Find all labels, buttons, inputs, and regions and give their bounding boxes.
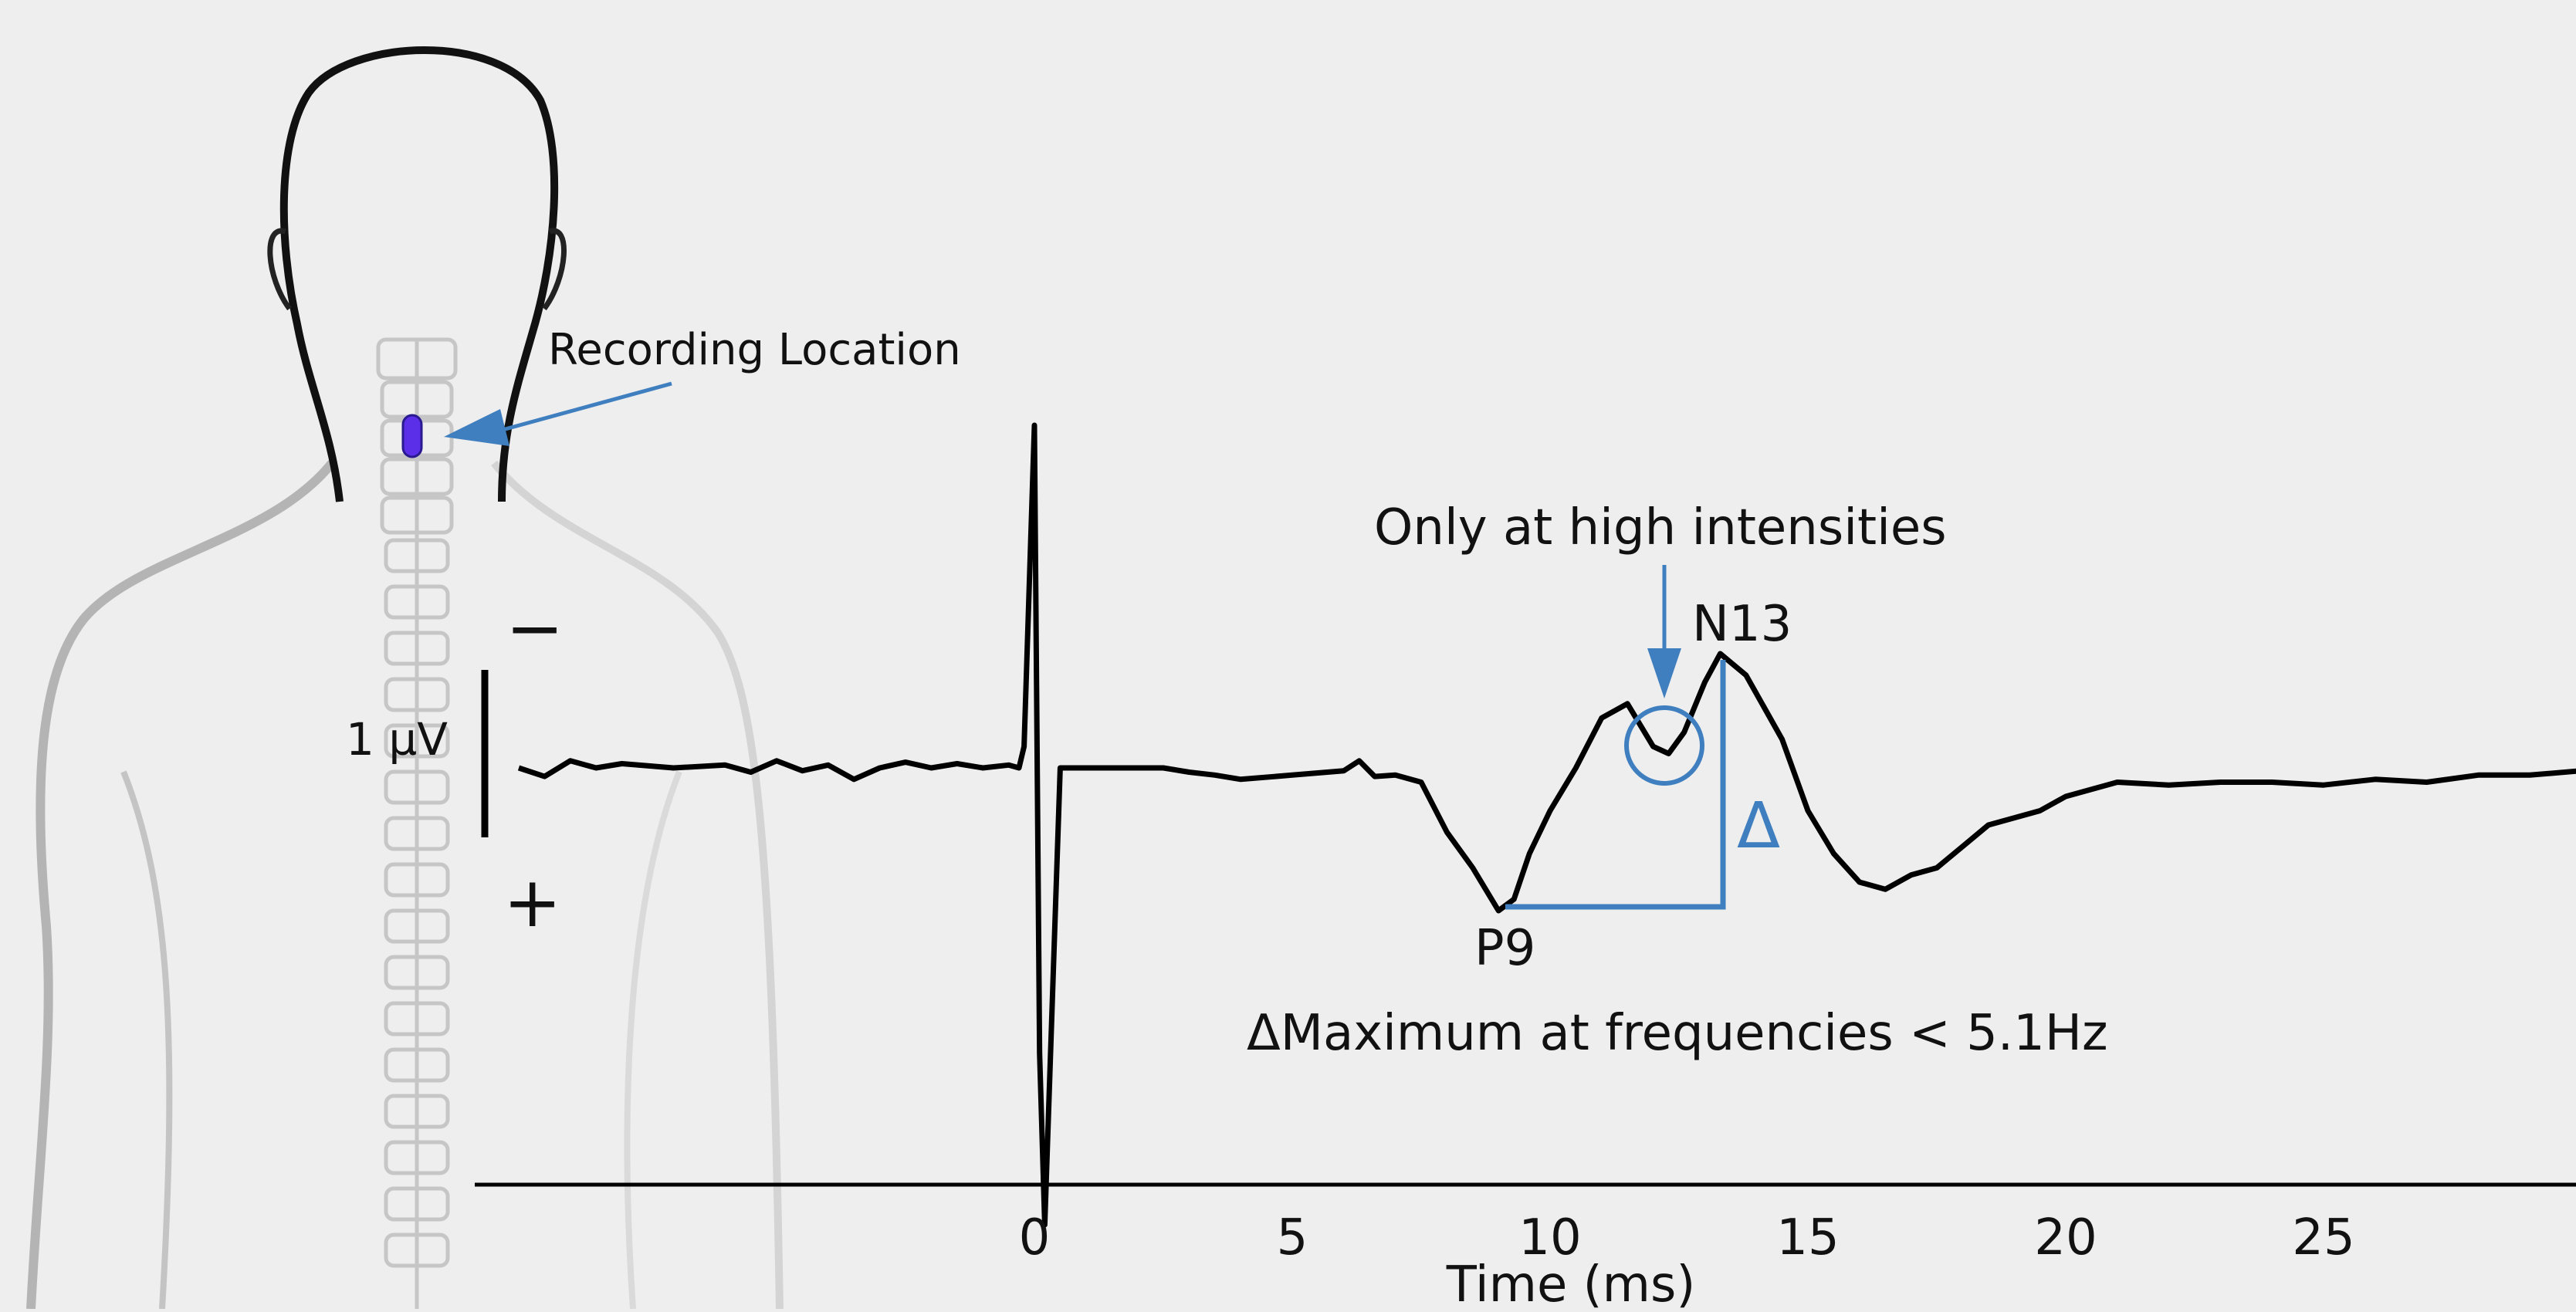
x-tick-label: 20 xyxy=(2034,1209,2097,1266)
head-outline xyxy=(279,46,559,502)
n13-label: N13 xyxy=(1692,596,1792,653)
arm-right xyxy=(624,770,682,1310)
delta-symbol: Δ xyxy=(1737,790,1780,863)
polarity-plus: + xyxy=(503,862,561,943)
x-tick-label: 5 xyxy=(1277,1209,1308,1266)
body-silhouette xyxy=(26,460,336,1310)
amplitude-bracket xyxy=(1505,660,1726,910)
intensity-arrow-head xyxy=(1647,648,1681,698)
recording-arrow-head xyxy=(444,409,509,446)
recording-arrow-line xyxy=(493,381,672,435)
x-tick-label: 10 xyxy=(1518,1209,1581,1266)
waveform-trace xyxy=(517,422,2576,1228)
notch-circle xyxy=(1624,705,1704,786)
arm-left xyxy=(120,770,173,1310)
ear-left xyxy=(267,228,292,311)
x-axis-title: Time (ms) xyxy=(1446,1256,1696,1309)
scale-bar-label: 1 µV xyxy=(346,713,448,766)
electrode-marker xyxy=(401,414,423,458)
delta-maximum-note: ΔMaximum at frequencies < 5.1Hz xyxy=(1247,1005,2108,1062)
x-axis-ticks: 0 5 10 15 20 25 xyxy=(1019,1209,2355,1266)
recording-location-label: Recording Location xyxy=(548,325,961,375)
x-tick-label: 0 xyxy=(1019,1209,1051,1266)
amplitude-annotation: Δ xyxy=(1505,565,1780,910)
x-tick-label: 15 xyxy=(1776,1209,1839,1266)
ear-right xyxy=(542,228,567,311)
human-figure xyxy=(26,46,784,1310)
only-high-intensities-label: Only at high intensities xyxy=(1374,499,1947,556)
spine xyxy=(376,337,458,1309)
polarity-minus: − xyxy=(506,588,564,669)
p9-label: P9 xyxy=(1474,920,1535,977)
x-tick-label: 25 xyxy=(2292,1209,2354,1266)
body-silhouette-right xyxy=(491,460,784,1310)
